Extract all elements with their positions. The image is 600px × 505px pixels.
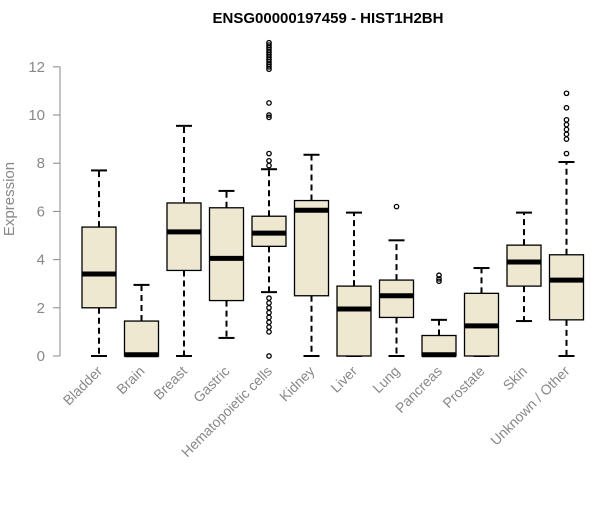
outlier-point (266, 100, 272, 106)
y-axis: 0 2 4 6 8 10 12 (28, 59, 61, 365)
outlier-point (563, 131, 570, 138)
outlier-point (266, 309, 272, 316)
y-tick-label: 10 (28, 107, 45, 124)
box-lung (378, 203, 415, 357)
box-skin (506, 211, 542, 323)
outlier-point (266, 329, 272, 335)
outlier-point (266, 157, 272, 164)
y-tick-label: 8 (37, 155, 45, 172)
y-tick-label: 4 (37, 252, 45, 269)
box-liver (336, 211, 372, 357)
x-tick-label: Breast (150, 363, 190, 403)
plot-area (81, 39, 585, 359)
outlier-point (266, 39, 272, 46)
box-unknown-other (548, 90, 585, 357)
outlier-point (266, 353, 272, 359)
outlier-point (563, 150, 570, 157)
x-tick-label: Lung (369, 363, 402, 396)
x-tick-label: Unknown / Other (487, 363, 573, 449)
box-hematopoietic-cells (251, 39, 287, 359)
x-tick-label: Brain (113, 363, 147, 397)
outlier-point (266, 324, 272, 330)
outlier-point (563, 121, 570, 128)
outlier-point (563, 104, 570, 111)
outlier-point (266, 314, 272, 321)
box-bladder (81, 169, 117, 357)
iqr-box (336, 285, 372, 357)
iqr-box (208, 207, 245, 302)
outlier-point (266, 150, 272, 157)
x-tick-label: Pancreas (392, 363, 445, 416)
outlier-point (393, 203, 400, 210)
outlier-point (266, 112, 272, 118)
box-kidney (293, 153, 330, 357)
box-prostate (463, 267, 500, 357)
x-tick-label: Prostate (439, 363, 487, 411)
y-tick-label: 6 (37, 203, 45, 220)
outlier-point (266, 162, 272, 169)
iqr-box (548, 254, 585, 321)
x-tick-label: Bladder (60, 363, 106, 409)
outlier-point (436, 272, 442, 279)
box-pancreas (421, 272, 457, 358)
outlier-point (436, 278, 442, 285)
y-axis-label: Expression (1, 162, 18, 236)
y-tick-label: 0 (37, 348, 45, 365)
outlier-point (266, 295, 272, 302)
chart-title: ENSG00000197459 - HIST1H2BH (213, 10, 444, 27)
iqr-box (123, 320, 160, 357)
iqr-box (166, 202, 202, 272)
outlier-point (563, 90, 570, 97)
iqr-box (81, 226, 117, 309)
outlier-point (563, 126, 570, 133)
iqr-box (506, 244, 542, 287)
outlier-point (563, 116, 570, 123)
outlier-point (563, 136, 570, 142)
x-tick-label: Liver (327, 363, 360, 396)
outlier-point (266, 300, 272, 306)
outlier-point (436, 276, 442, 282)
iqr-box (293, 199, 330, 297)
outlier-point (266, 304, 272, 311)
y-tick-label: 12 (28, 59, 45, 76)
box-breast (166, 124, 202, 357)
box-brain (123, 283, 160, 358)
x-tick-label: Skin (500, 363, 531, 394)
outlier-point (266, 319, 272, 326)
x-tick-label: Kidney (276, 363, 318, 405)
outlier-point (266, 42, 272, 48)
y-tick-label: 2 (37, 300, 45, 317)
box-gastric (208, 189, 245, 339)
outlier-point (266, 114, 272, 121)
iqr-box (378, 279, 415, 319)
